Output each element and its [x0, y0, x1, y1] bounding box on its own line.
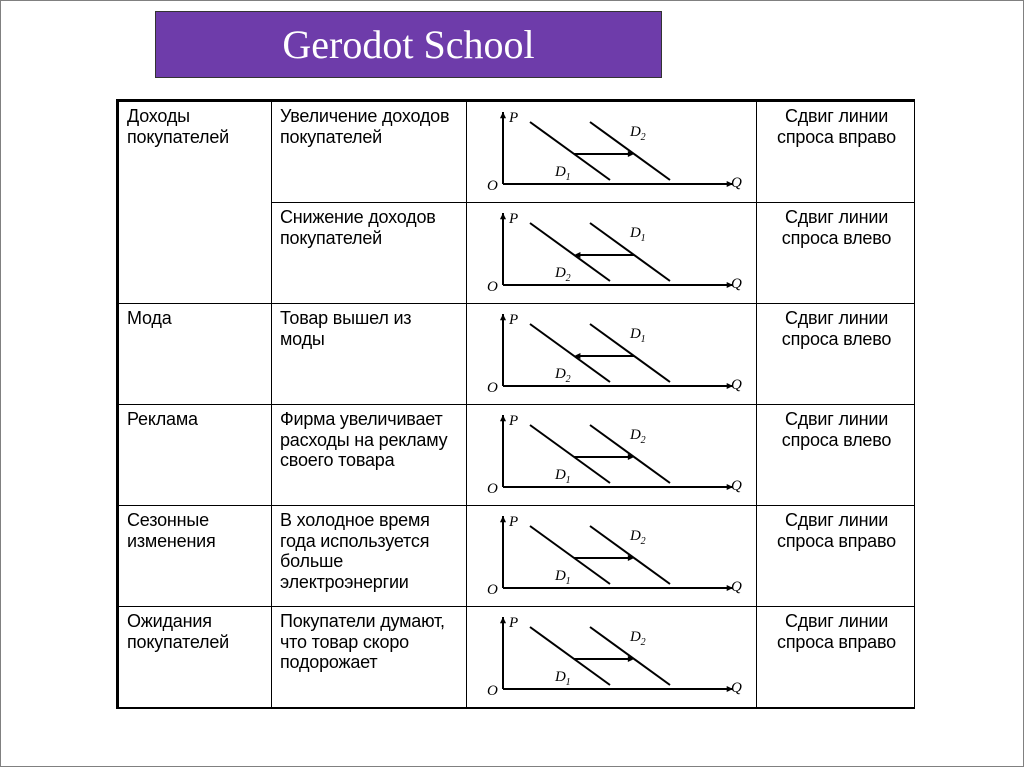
svg-text:Q: Q	[731, 478, 742, 494]
table-row: Сезонные изменения В холодное время года…	[119, 506, 915, 607]
econ-table: Доходы покупателей Увеличение доходов по…	[118, 101, 915, 708]
svg-text:Q: Q	[731, 276, 742, 292]
effect-cell: Сдвиг линии спроса влево	[757, 203, 915, 304]
graph-cell: P Q O D1 D2	[467, 506, 757, 607]
svg-text:O: O	[487, 178, 498, 194]
change-cell: Покупатели думают, что товар скоро подор…	[272, 607, 467, 708]
svg-text:D1: D1	[554, 669, 570, 688]
svg-text:Q: Q	[731, 579, 742, 595]
title-banner: Gerodot School	[155, 11, 662, 78]
change-cell: Увеличение доходов покупателей	[272, 102, 467, 203]
table-row: Реклама Фирма увеличивает расходы на рек…	[119, 405, 915, 506]
page-root: Gerodot School Доходы покупателей Увелич…	[0, 0, 1024, 767]
change-cell: Снижение доходов покупателей	[272, 203, 467, 304]
graph-cell: P Q O D1 D2	[467, 102, 757, 203]
svg-text:D1: D1	[554, 164, 570, 183]
svg-text:D1: D1	[629, 326, 645, 345]
svg-text:Q: Q	[731, 680, 742, 696]
graph-cell: P Q O D1 D2	[467, 405, 757, 506]
svg-text:D2: D2	[629, 124, 646, 143]
svg-text:O: O	[487, 683, 498, 699]
graph-cell: P Q O D1 D2	[467, 607, 757, 708]
factor-cell: Сезонные изменения	[119, 506, 272, 607]
svg-text:D1: D1	[554, 467, 570, 486]
factor-cell: Доходы покупателей	[119, 102, 272, 304]
graph-cell: P Q O D2 D1	[467, 203, 757, 304]
change-cell: Фирма увеличивает расходы на рекламу сво…	[272, 405, 467, 506]
graph-cell: P Q O D2 D1	[467, 304, 757, 405]
factor-cell: Реклама	[119, 405, 272, 506]
table-row: Ожидания покупателей Покупатели думают, …	[119, 607, 915, 708]
effect-cell: Сдвиг линии спроса вправо	[757, 506, 915, 607]
effect-cell: Сдвиг линии спроса вправо	[757, 102, 915, 203]
econ-table-wrap: Доходы покупателей Увеличение доходов по…	[116, 99, 915, 709]
svg-text:D1: D1	[629, 225, 645, 244]
svg-text:P: P	[508, 110, 518, 126]
table-row: Мода Товар вышел из моды P Q O D2 D1 Сдвиг л…	[119, 304, 915, 405]
svg-text:D2: D2	[629, 427, 646, 446]
effect-cell: Сдвиг линии спроса влево	[757, 405, 915, 506]
econ-tbody: Доходы покупателей Увеличение доходов по…	[119, 102, 915, 708]
svg-text:Q: Q	[731, 377, 742, 393]
svg-text:P: P	[508, 312, 518, 328]
svg-text:P: P	[508, 615, 518, 631]
svg-text:D2: D2	[554, 366, 571, 385]
svg-text:P: P	[508, 514, 518, 530]
svg-text:O: O	[487, 481, 498, 497]
table-row: Доходы покупателей Увеличение доходов по…	[119, 102, 915, 203]
svg-text:O: O	[487, 279, 498, 295]
effect-cell: Сдвиг линии спроса влево	[757, 304, 915, 405]
svg-text:Q: Q	[731, 175, 742, 191]
svg-text:P: P	[508, 413, 518, 429]
title-text: Gerodot School	[282, 21, 534, 68]
svg-text:D2: D2	[629, 528, 646, 547]
svg-text:D2: D2	[629, 629, 646, 648]
svg-text:P: P	[508, 211, 518, 227]
svg-text:D2: D2	[554, 265, 571, 284]
effect-cell: Сдвиг линии спроса вправо	[757, 607, 915, 708]
factor-cell: Мода	[119, 304, 272, 405]
change-cell: В холодное время года используется больш…	[272, 506, 467, 607]
factor-cell: Ожидания покупателей	[119, 607, 272, 708]
svg-text:D1: D1	[554, 568, 570, 587]
svg-text:O: O	[487, 380, 498, 396]
change-cell: Товар вышел из моды	[272, 304, 467, 405]
svg-text:O: O	[487, 582, 498, 598]
